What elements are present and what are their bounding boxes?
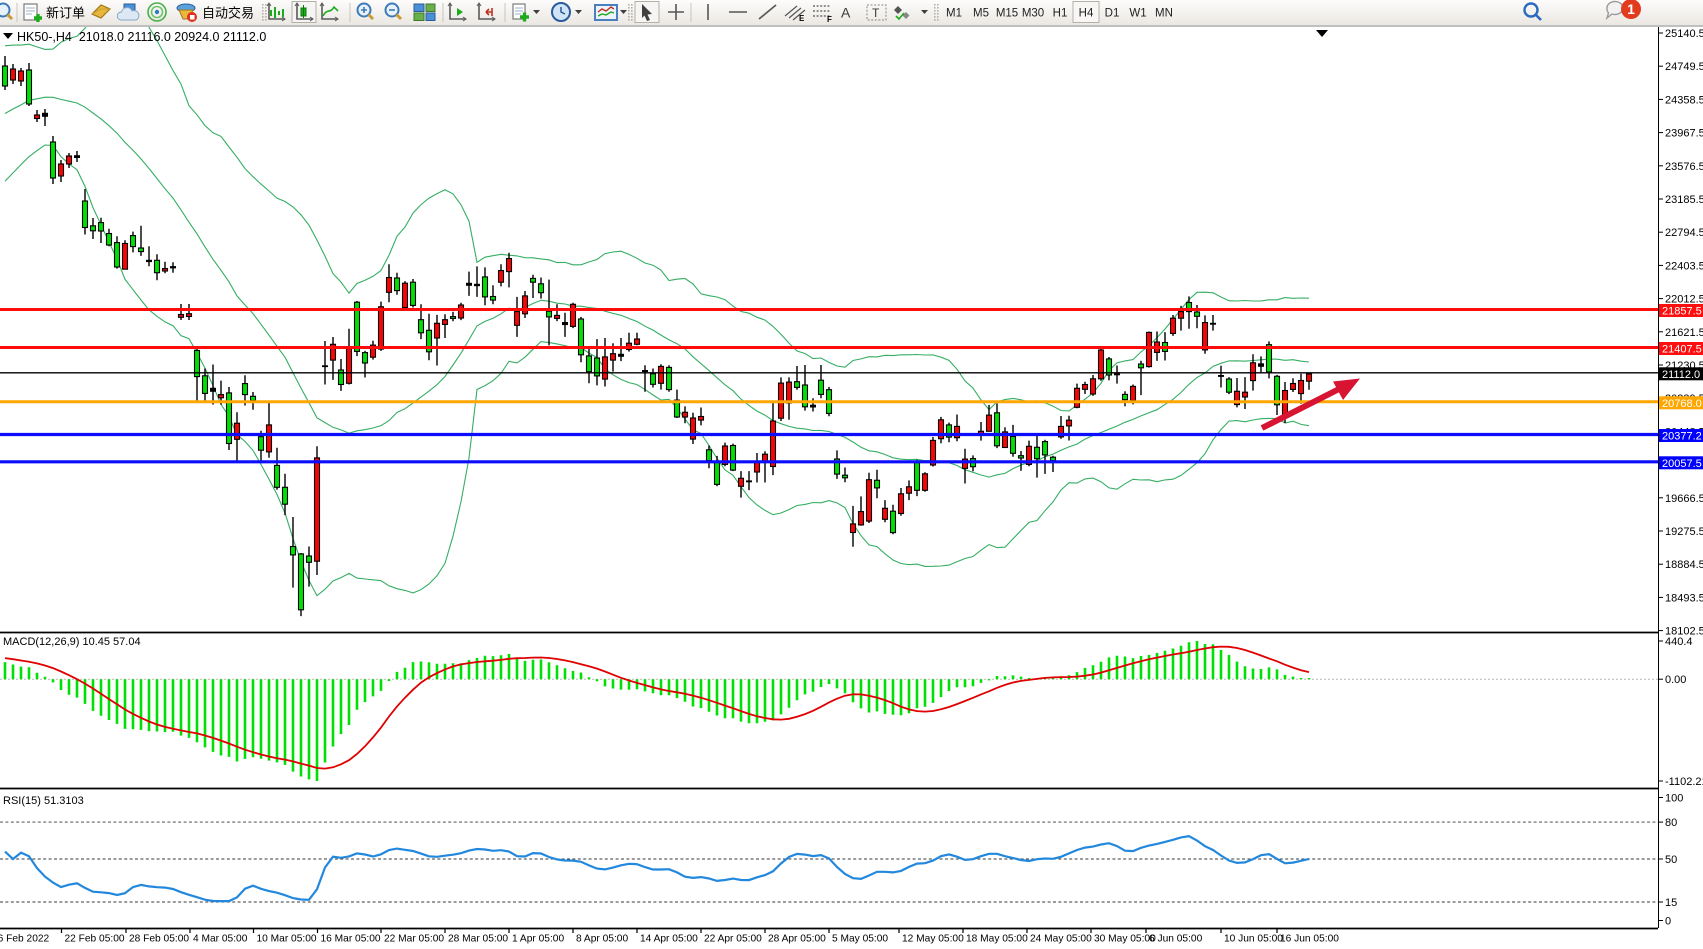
svg-text:18102.5: 18102.5 bbox=[1665, 626, 1703, 638]
svg-text:440.4: 440.4 bbox=[1665, 636, 1693, 648]
svg-text:A: A bbox=[841, 5, 851, 21]
svg-text:80: 80 bbox=[1665, 817, 1677, 829]
svg-text:22403.5: 22403.5 bbox=[1665, 260, 1703, 272]
svg-text:15: 15 bbox=[1665, 897, 1677, 909]
svg-text:16 Jun 05:00: 16 Jun 05:00 bbox=[1280, 934, 1339, 945]
svg-text:10 Jun 05:00: 10 Jun 05:00 bbox=[1224, 934, 1283, 945]
svg-text:22794.5: 22794.5 bbox=[1665, 227, 1703, 239]
svg-text:M5: M5 bbox=[973, 8, 989, 20]
svg-text:22 Feb 05:00: 22 Feb 05:00 bbox=[65, 934, 125, 945]
svg-text:24749.5: 24749.5 bbox=[1665, 61, 1703, 73]
svg-text:24 May 05:00: 24 May 05:00 bbox=[1030, 934, 1092, 945]
svg-text:M1: M1 bbox=[946, 8, 962, 20]
svg-text:E: E bbox=[799, 14, 805, 23]
svg-text:-1102.21: -1102.21 bbox=[1665, 776, 1703, 788]
svg-text:0: 0 bbox=[1665, 916, 1671, 928]
svg-text:28 Feb 05:00: 28 Feb 05:00 bbox=[129, 934, 189, 945]
svg-text:自动交易: 自动交易 bbox=[202, 6, 254, 21]
svg-text:5 May 05:00: 5 May 05:00 bbox=[832, 934, 888, 945]
svg-text:21112.0: 21112.0 bbox=[1662, 369, 1700, 381]
svg-text:30 May 05:00: 30 May 05:00 bbox=[1094, 934, 1156, 945]
svg-text:22 Mar 05:00: 22 Mar 05:00 bbox=[384, 934, 444, 945]
svg-text:28 Mar 05:00: 28 Mar 05:00 bbox=[448, 934, 508, 945]
svg-text:23185.5: 23185.5 bbox=[1665, 194, 1703, 206]
svg-text:100: 100 bbox=[1665, 793, 1683, 805]
svg-text:F: F bbox=[827, 15, 832, 24]
svg-text:1 Apr 05:00: 1 Apr 05:00 bbox=[512, 934, 564, 945]
svg-text:21407.5: 21407.5 bbox=[1662, 344, 1702, 356]
svg-text:14 Apr 05:00: 14 Apr 05:00 bbox=[640, 934, 698, 945]
svg-text:T: T bbox=[872, 6, 880, 20]
svg-text:25140.5: 25140.5 bbox=[1665, 28, 1703, 40]
svg-text:HK50-,H4 21018.0 21116.0 2092: HK50-,H4 21018.0 21116.0 20924.0 21112.0 bbox=[17, 30, 266, 44]
svg-text:H1: H1 bbox=[1053, 8, 1068, 20]
svg-text:21621.5: 21621.5 bbox=[1665, 327, 1703, 339]
svg-text:28 Apr 05:00: 28 Apr 05:00 bbox=[768, 934, 826, 945]
svg-text:23576.5: 23576.5 bbox=[1665, 161, 1703, 173]
svg-text:0.00: 0.00 bbox=[1665, 674, 1686, 686]
svg-text:D1: D1 bbox=[1105, 8, 1120, 20]
svg-text:1: 1 bbox=[1627, 1, 1635, 17]
svg-text:W1: W1 bbox=[1129, 8, 1146, 20]
svg-text:22012.5: 22012.5 bbox=[1665, 294, 1703, 306]
svg-text:20057.5: 20057.5 bbox=[1662, 458, 1702, 470]
svg-text:4 Mar 05:00: 4 Mar 05:00 bbox=[193, 934, 248, 945]
svg-text:18884.5: 18884.5 bbox=[1665, 559, 1703, 571]
svg-text:12 May 05:00: 12 May 05:00 bbox=[902, 934, 964, 945]
svg-text:16 Feb 2022: 16 Feb 2022 bbox=[0, 934, 50, 945]
svg-text:23967.5: 23967.5 bbox=[1665, 128, 1703, 140]
svg-text:18493.5: 18493.5 bbox=[1665, 592, 1703, 604]
svg-text:RSI(15) 51.3103: RSI(15) 51.3103 bbox=[3, 795, 84, 807]
svg-text:19275.5: 19275.5 bbox=[1665, 526, 1703, 538]
svg-text:6 Jun 05:00: 6 Jun 05:00 bbox=[1149, 934, 1203, 945]
svg-text:16 Mar 05:00: 16 Mar 05:00 bbox=[321, 934, 381, 945]
svg-text:24358.5: 24358.5 bbox=[1665, 94, 1703, 106]
svg-text:20768.0: 20768.0 bbox=[1662, 398, 1702, 410]
svg-text:19666.5: 19666.5 bbox=[1665, 493, 1703, 505]
svg-text:22 Apr 05:00: 22 Apr 05:00 bbox=[704, 934, 762, 945]
svg-text:50: 50 bbox=[1665, 854, 1677, 866]
svg-text:MACD(12,26,9) 10.45 57.04: MACD(12,26,9) 10.45 57.04 bbox=[3, 636, 141, 648]
svg-text:18 May 05:00: 18 May 05:00 bbox=[966, 934, 1028, 945]
svg-text:M30: M30 bbox=[1022, 8, 1044, 20]
svg-text:8 Apr 05:00: 8 Apr 05:00 bbox=[576, 934, 628, 945]
svg-text:21857.5: 21857.5 bbox=[1662, 306, 1702, 318]
svg-text:MN: MN bbox=[1155, 8, 1173, 20]
svg-text:新订单: 新订单 bbox=[46, 6, 85, 21]
svg-text:10 Mar 05:00: 10 Mar 05:00 bbox=[257, 934, 317, 945]
svg-text:20377.2: 20377.2 bbox=[1662, 431, 1702, 443]
svg-text:M15: M15 bbox=[996, 8, 1018, 20]
svg-text:H4: H4 bbox=[1079, 8, 1094, 20]
